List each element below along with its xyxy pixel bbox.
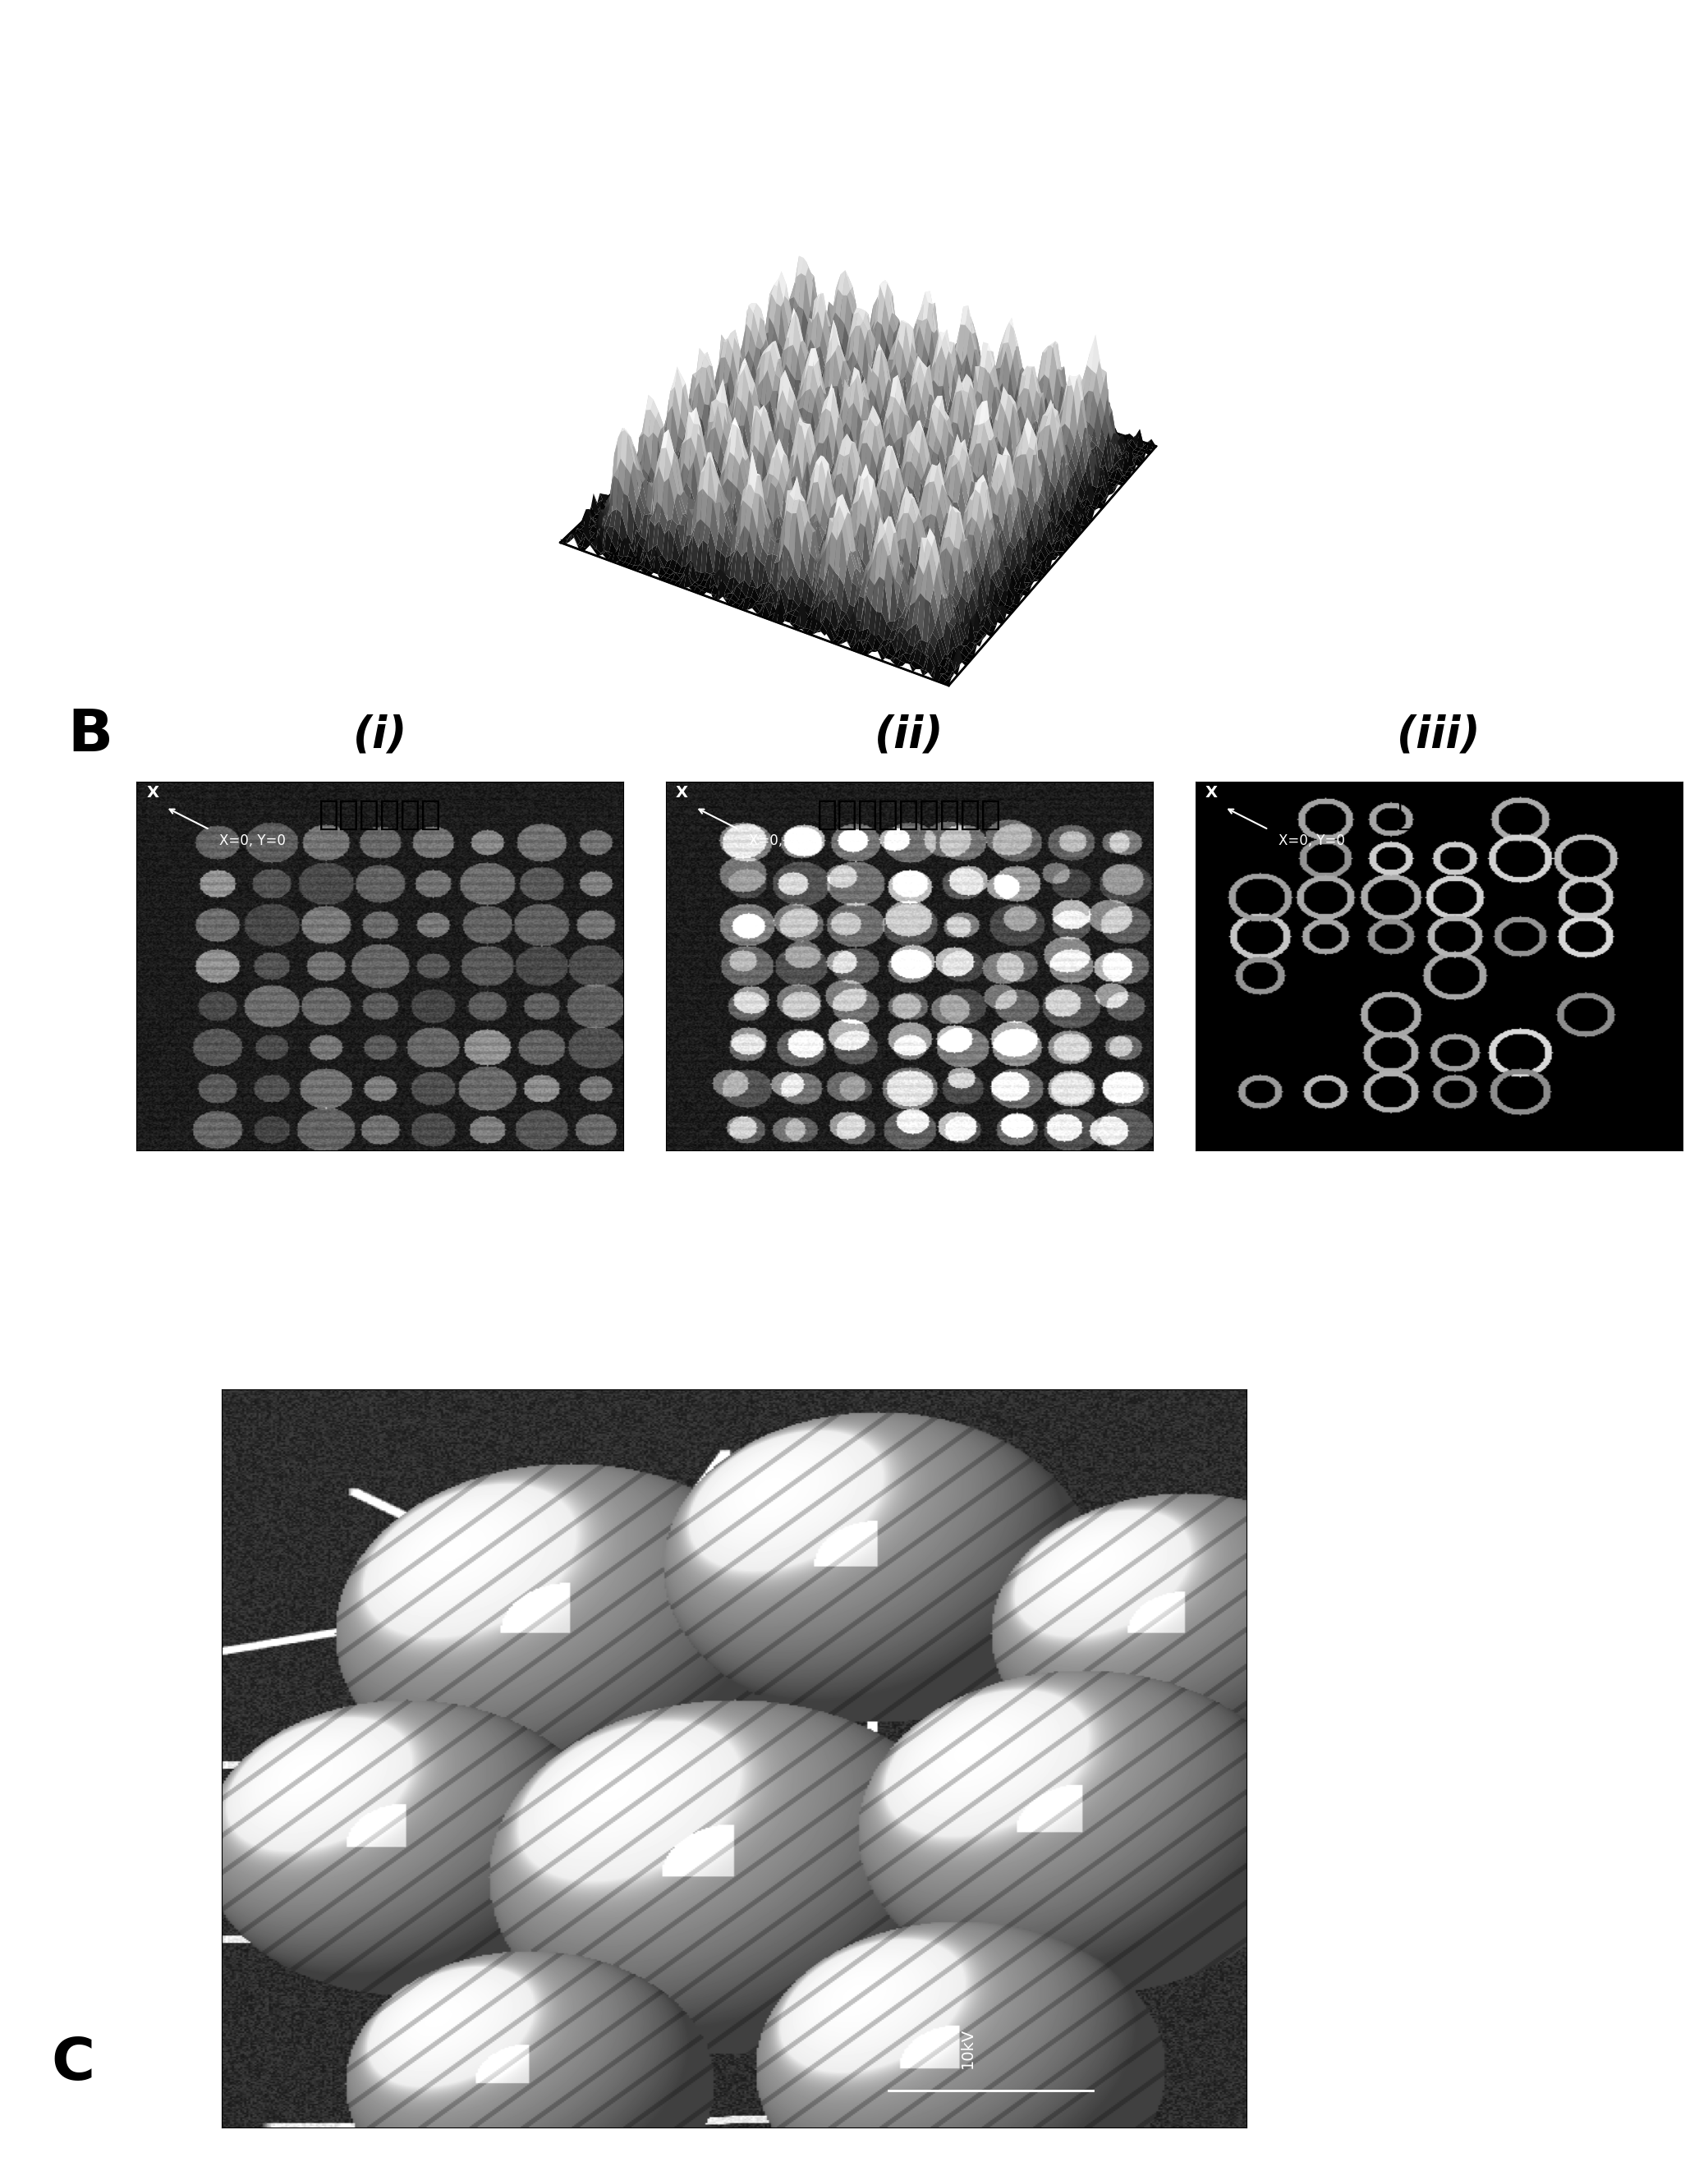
Text: X: X xyxy=(1206,786,1218,801)
Text: C: C xyxy=(51,2036,94,2093)
Title: (ii): (ii) xyxy=(874,714,945,756)
Text: X=0, Y=0: X=0, Y=0 xyxy=(219,834,285,849)
Text: X: X xyxy=(676,786,688,801)
Title: (iii): (iii) xyxy=(1397,714,1481,756)
Text: 第一批次的珠: 第一批次的珠 xyxy=(318,797,442,831)
Text: X: X xyxy=(147,786,159,801)
Title: (i): (i) xyxy=(354,714,407,756)
Text: 荧光图像: 荧光图像 xyxy=(1397,797,1481,831)
Text: X=0, Y=0: X=0, Y=0 xyxy=(1278,834,1344,849)
Text: X=0, Y=0: X=0, Y=0 xyxy=(748,834,815,849)
Text: A: A xyxy=(557,91,601,148)
Text: 第一和第二批次的珠: 第一和第二批次的珠 xyxy=(816,797,1003,831)
Text: B: B xyxy=(68,708,113,764)
Text: 10kV: 10kV xyxy=(960,2028,975,2069)
